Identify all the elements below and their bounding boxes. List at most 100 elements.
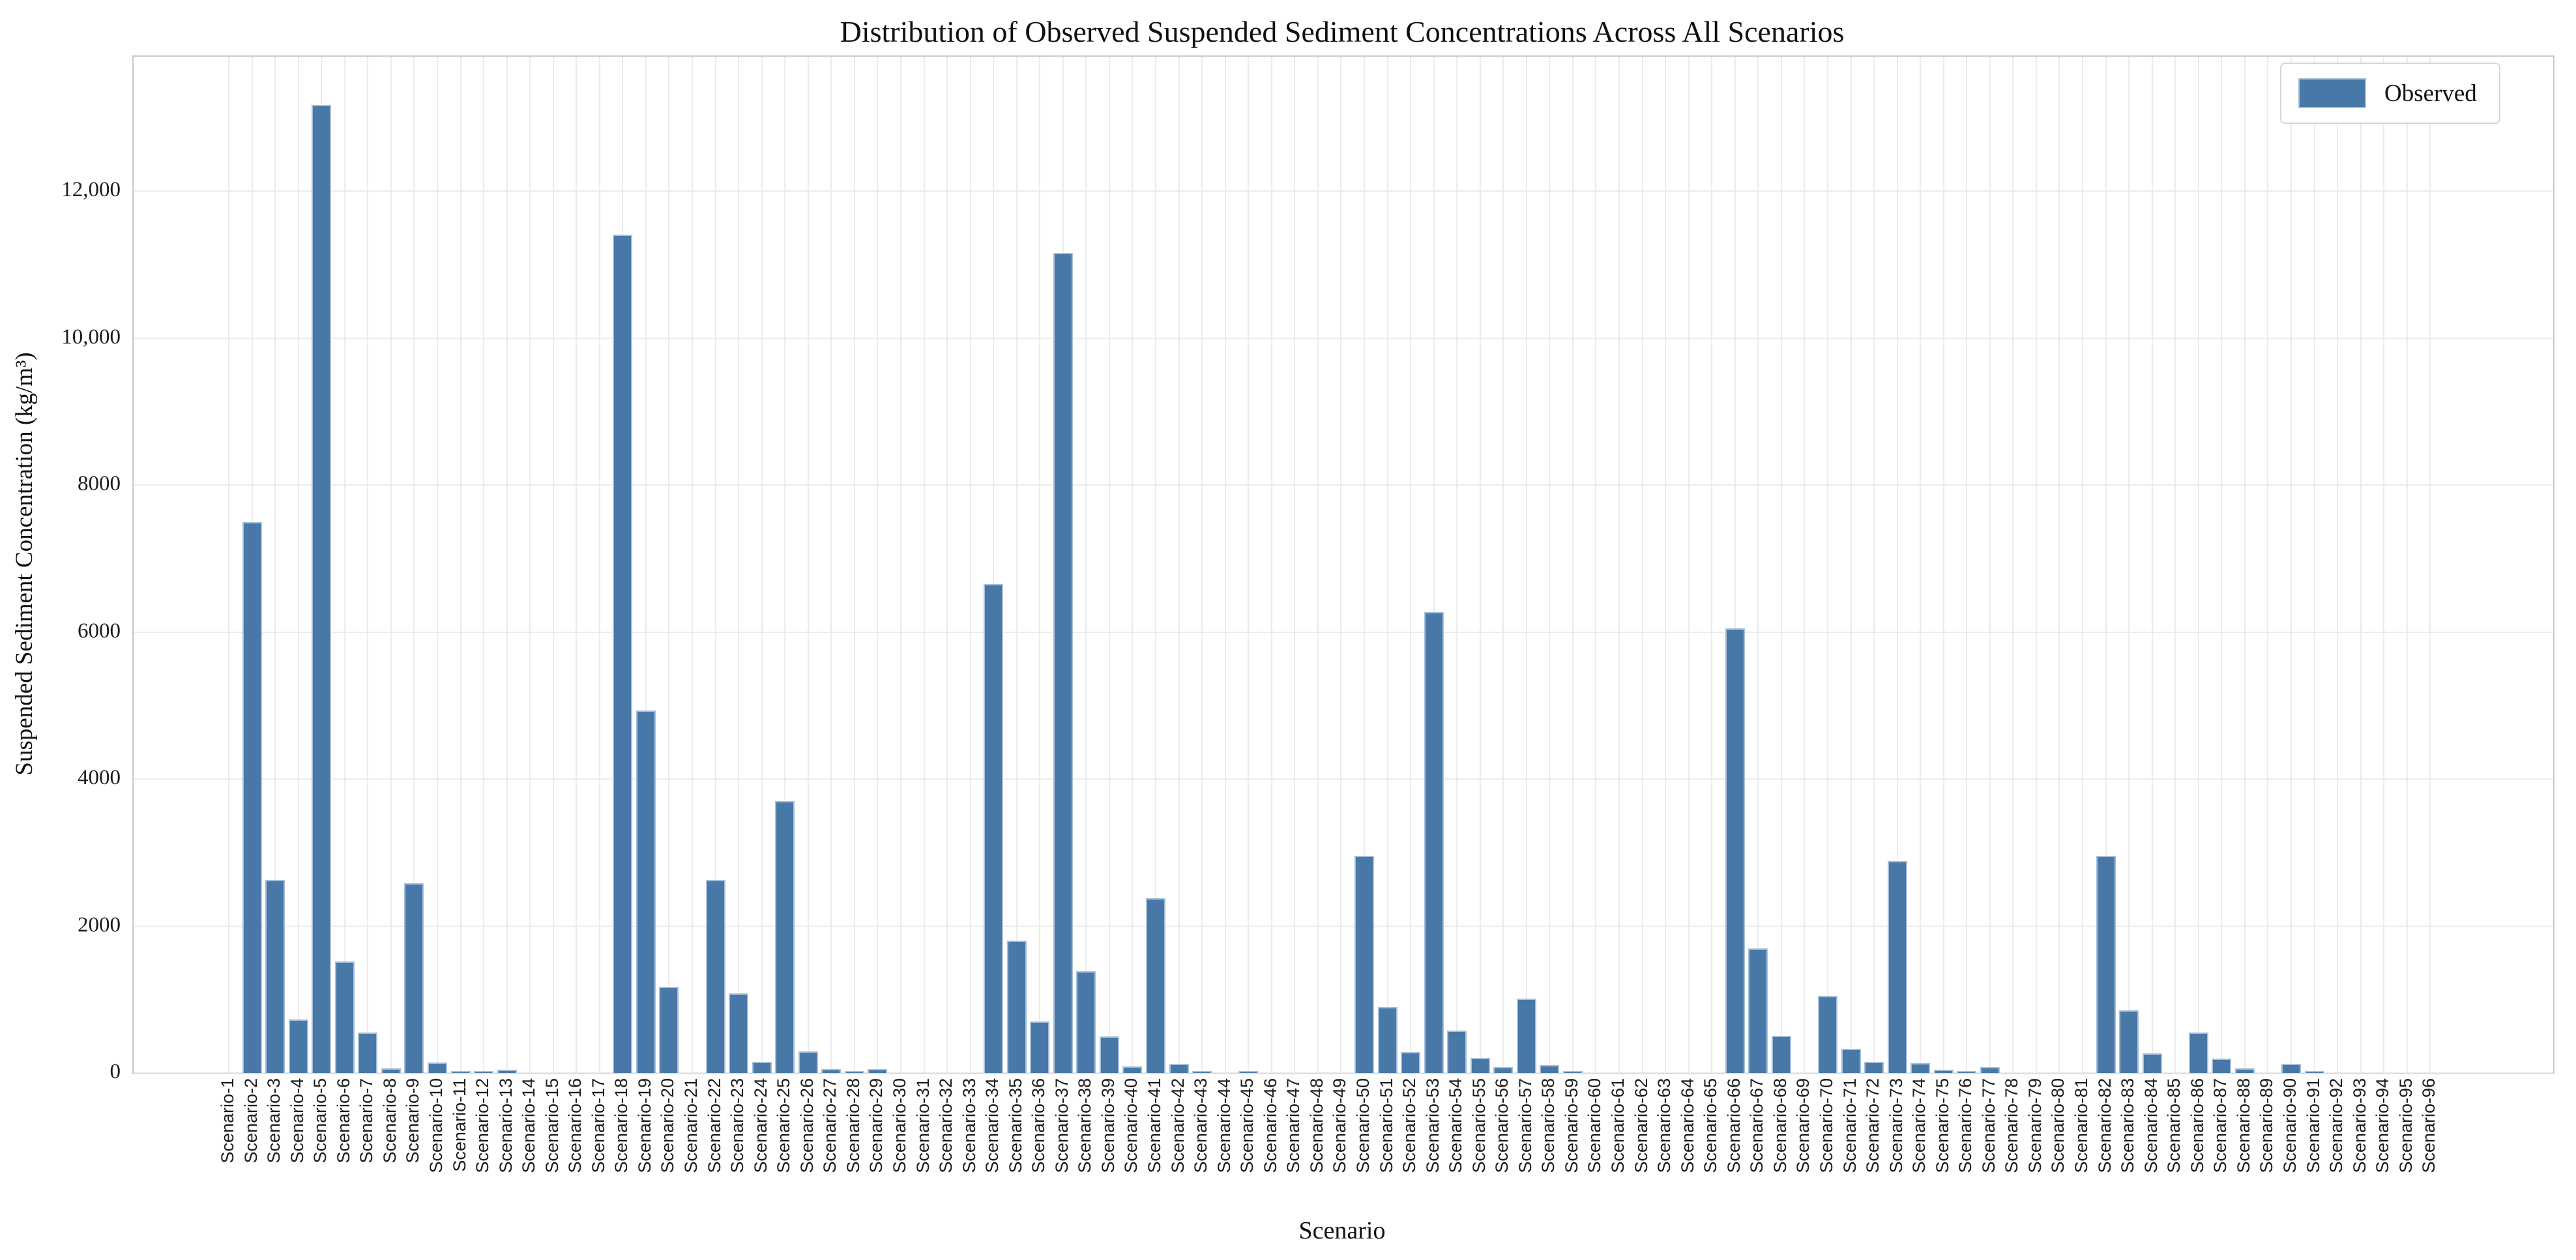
bar-Scenario-68	[1771, 1035, 1791, 1073]
x-gridline	[714, 57, 716, 1073]
x-gridline	[1294, 57, 1296, 1073]
x-gridline	[1363, 57, 1365, 1073]
x-gridline	[483, 57, 485, 1073]
x-gridline	[1942, 57, 1944, 1073]
bar-Scenario-7	[358, 1033, 378, 1073]
plot-area	[132, 55, 2554, 1074]
bar-Scenario-83	[2119, 1010, 2139, 1073]
y-tick-label: 12,000	[61, 178, 121, 202]
y-tick-label: 6000	[78, 619, 121, 643]
bar-Scenario-50	[1354, 856, 1374, 1073]
x-gridline	[692, 57, 693, 1073]
x-gridline	[1502, 57, 1504, 1073]
x-gridline	[2197, 57, 2199, 1073]
bar-Scenario-20	[659, 987, 679, 1073]
x-gridline	[1108, 57, 1110, 1073]
x-gridline	[1201, 57, 1203, 1073]
x-gridline	[1873, 57, 1875, 1073]
bar-Scenario-36	[1030, 1021, 1050, 1073]
x-gridline	[1479, 57, 1481, 1073]
y-tick-label: 0	[110, 1060, 121, 1083]
bar-Scenario-70	[1817, 995, 1837, 1073]
bar-Scenario-23	[729, 993, 749, 1073]
bar-Scenario-39	[1099, 1036, 1119, 1073]
x-gridline	[1711, 57, 1713, 1073]
bar-Scenario-38	[1076, 971, 1096, 1073]
bar-Scenario-67	[1748, 948, 1768, 1073]
x-gridline	[784, 57, 786, 1073]
y-tick-label: 8000	[78, 472, 121, 496]
bar-Scenario-41	[1146, 898, 1165, 1073]
bar-Scenario-18	[613, 234, 633, 1073]
legend-swatch-observed	[2298, 78, 2366, 108]
y-tick-label: 4000	[78, 766, 121, 790]
bar-Scenario-19	[636, 711, 656, 1073]
x-gridline	[2012, 57, 2014, 1073]
bar-Scenario-28	[844, 1071, 864, 1073]
x-gridline	[853, 57, 855, 1073]
bar-Scenario-74	[1910, 1063, 1931, 1073]
x-gridline	[1016, 57, 1017, 1073]
bar-Scenario-2	[242, 521, 262, 1073]
x-gridline	[2429, 57, 2431, 1073]
bar-Scenario-10	[427, 1062, 447, 1073]
x-gridline	[2128, 57, 2130, 1073]
x-gridline	[1618, 57, 1620, 1073]
x-gridline	[877, 57, 879, 1073]
x-gridline	[1433, 57, 1435, 1073]
x-gridline	[946, 57, 948, 1073]
x-gridline	[460, 57, 461, 1073]
bar-Scenario-55	[1470, 1058, 1490, 1073]
x-gridline	[2035, 57, 2037, 1073]
bar-Scenario-34	[984, 584, 1004, 1073]
bar-Scenario-35	[1006, 941, 1027, 1073]
x-gridline	[367, 57, 369, 1073]
x-gridline	[1826, 57, 1828, 1073]
x-gridline	[993, 57, 995, 1073]
bar-Scenario-58	[1540, 1064, 1560, 1073]
bar-Scenario-59	[1562, 1071, 1583, 1073]
x-gridline	[2313, 57, 2315, 1073]
bar-Scenario-25	[775, 800, 795, 1073]
bar-Scenario-22	[705, 879, 725, 1073]
x-gridline	[923, 57, 925, 1073]
x-gridline	[1248, 57, 1250, 1073]
bar-Scenario-8	[381, 1068, 401, 1073]
x-gridline	[1224, 57, 1226, 1073]
x-gridline	[506, 57, 508, 1073]
x-gridline	[1178, 57, 1180, 1073]
legend: Observed	[2280, 63, 2500, 124]
bar-Scenario-29	[868, 1069, 888, 1073]
x-gridline	[1989, 57, 1991, 1073]
bar-Scenario-75	[1933, 1070, 1954, 1073]
bar-Scenario-90	[2281, 1064, 2301, 1073]
bar-Scenario-86	[2188, 1033, 2208, 1073]
bar-Scenario-24	[752, 1062, 772, 1073]
x-gridline	[576, 57, 578, 1073]
bar-Scenario-82	[2096, 856, 2116, 1073]
y-gridline	[134, 190, 2553, 192]
x-gridline	[1804, 57, 1806, 1073]
x-gridline	[969, 57, 971, 1073]
x-gridline	[1456, 57, 1458, 1073]
legend-label: Observed	[2384, 80, 2477, 107]
x-gridline	[436, 57, 438, 1073]
bar-Scenario-71	[1841, 1048, 1861, 1073]
x-gridline	[830, 57, 832, 1073]
bar-Scenario-73	[1887, 861, 1907, 1073]
x-gridline	[1850, 57, 1852, 1073]
y-gridline	[134, 1072, 2553, 1074]
x-gridline	[1410, 57, 1412, 1073]
bar-Scenario-52	[1401, 1052, 1421, 1073]
x-gridline	[807, 57, 809, 1073]
bar-Scenario-12	[474, 1071, 494, 1073]
x-gridline	[344, 57, 345, 1073]
x-axis-label: Scenario	[1298, 1217, 1386, 1244]
bar-Scenario-84	[2142, 1053, 2162, 1073]
x-gridline	[900, 57, 901, 1073]
x-gridline	[1966, 57, 1968, 1073]
x-gridline	[2267, 57, 2269, 1073]
x-gridline	[1270, 57, 1272, 1073]
x-gridline	[1572, 57, 1573, 1073]
